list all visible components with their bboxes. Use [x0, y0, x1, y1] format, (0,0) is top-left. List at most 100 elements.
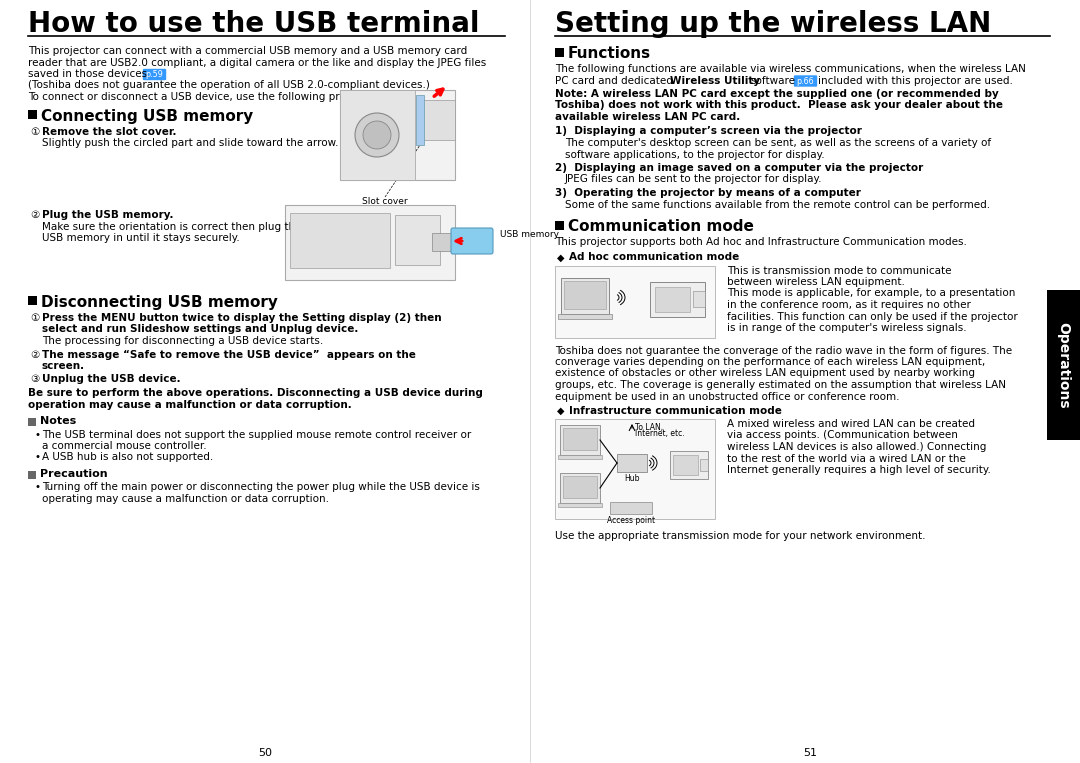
Text: •: •: [33, 430, 40, 439]
Bar: [28, 110, 37, 119]
Bar: [563, 428, 597, 450]
Bar: [555, 48, 564, 57]
Text: Internet, etc.: Internet, etc.: [635, 429, 685, 438]
Bar: [650, 282, 705, 317]
Bar: [432, 233, 453, 251]
Text: p.66: p.66: [796, 76, 814, 85]
Text: Remove the slot cover.: Remove the slot cover.: [42, 127, 176, 137]
Bar: [610, 502, 652, 514]
Text: To connect or disconnect a USB device, use the following procedure:: To connect or disconnect a USB device, u…: [28, 92, 386, 102]
Text: 1)  Displaying a computer’s screen via the projector: 1) Displaying a computer’s screen via th…: [555, 127, 862, 137]
Bar: [561, 473, 600, 503]
Text: Make sure the orientation is correct then plug the: Make sure the orientation is correct the…: [42, 221, 301, 231]
Text: 50: 50: [258, 748, 272, 758]
Text: ②: ②: [30, 210, 39, 220]
Bar: [693, 291, 705, 307]
Text: USB memory in until it stays securely.: USB memory in until it stays securely.: [42, 233, 240, 243]
Text: Precaution: Precaution: [40, 469, 108, 479]
Bar: [558, 503, 602, 507]
Text: Unplug the USB device.: Unplug the USB device.: [42, 375, 180, 385]
Text: •: •: [33, 482, 40, 492]
Text: p.59: p.59: [145, 70, 163, 79]
Bar: [670, 451, 708, 479]
Text: The processing for disconnecting a USB device starts.: The processing for disconnecting a USB d…: [42, 336, 323, 346]
Text: Turning off the main power or disconnecting the power plug while the USB device : Turning off the main power or disconnect…: [42, 482, 480, 492]
Text: JPEG files can be sent to the projector for display.: JPEG files can be sent to the projector …: [565, 175, 823, 185]
Text: groups, etc. The coverage is generally estimated on the assumption that wireless: groups, etc. The coverage is generally e…: [555, 380, 1005, 390]
Bar: [28, 418, 36, 426]
Bar: [340, 90, 455, 180]
Text: Functions: Functions: [568, 46, 651, 61]
Bar: [654, 286, 690, 311]
Text: converage varies depending on the performance of each wireless LAN equipment,: converage varies depending on the perfor…: [555, 357, 985, 367]
Text: screen.: screen.: [42, 361, 85, 371]
Text: Use the appropriate transmission mode for your network environment.: Use the appropriate transmission mode fo…: [555, 531, 926, 541]
Bar: [561, 278, 609, 314]
Text: Note: A wireless LAN PC card except the supplied one (or recommended by: Note: A wireless LAN PC card except the …: [555, 89, 999, 99]
Text: ①: ①: [30, 313, 39, 323]
Text: 2)  Displaying an image saved on a computer via the projector: 2) Displaying an image saved on a comput…: [555, 163, 923, 173]
Bar: [700, 459, 708, 471]
Text: This is transmission mode to communicate: This is transmission mode to communicate: [727, 266, 951, 275]
Text: Press the MENU button twice to display the Setting display (2) then: Press the MENU button twice to display t…: [42, 313, 442, 323]
Text: Toshiba does not guarantee the converage of the radio wave in the form of figure: Toshiba does not guarantee the converage…: [555, 346, 1012, 356]
Bar: [673, 455, 698, 475]
Text: Operations: Operations: [1056, 322, 1070, 408]
Text: Slot cover: Slot cover: [362, 197, 408, 206]
Text: Slightly push the circled part and slide toward the arrow.: Slightly push the circled part and slide…: [42, 139, 338, 149]
Text: between wireless LAN equipment.: between wireless LAN equipment.: [727, 277, 905, 287]
Bar: [563, 476, 597, 498]
Text: existence of obstacles or other wireless LAN equipment used by nearby working: existence of obstacles or other wireless…: [555, 369, 975, 378]
Text: (Toshiba does not guarantee the operation of all USB 2.0-compliant devices.): (Toshiba does not guarantee the operatio…: [28, 81, 430, 91]
Text: in the conference room, as it requires no other: in the conference room, as it requires n…: [727, 300, 971, 310]
Text: operating may cause a malfunction or data corruption.: operating may cause a malfunction or dat…: [42, 494, 329, 504]
Text: This projector supports both Ad hoc and Infrastructure Communication modes.: This projector supports both Ad hoc and …: [555, 237, 967, 247]
Text: ①: ①: [30, 127, 39, 137]
Text: software applications, to the projector for display.: software applications, to the projector …: [565, 150, 825, 159]
Text: available wireless LAN PC card.: available wireless LAN PC card.: [555, 112, 740, 122]
Text: This projector can connect with a commercial USB memory and a USB memory card: This projector can connect with a commer…: [28, 46, 468, 56]
Text: ②: ②: [30, 349, 39, 359]
Text: Some of the same functions available from the remote control can be performed.: Some of the same functions available fro…: [565, 199, 990, 210]
Bar: [558, 314, 612, 318]
Text: Hub: Hub: [624, 474, 639, 483]
Text: Toshiba) does not work with this product.  Please ask your dealer about the: Toshiba) does not work with this product…: [555, 101, 1003, 111]
Text: 51: 51: [804, 748, 816, 758]
Bar: [420, 100, 455, 140]
Text: saved in those devices.: saved in those devices.: [28, 69, 150, 79]
Text: •: •: [33, 452, 40, 462]
Bar: [558, 455, 602, 459]
Text: 3)  Operating the projector by means of a computer: 3) Operating the projector by means of a…: [555, 188, 861, 198]
Text: ③: ③: [30, 375, 39, 385]
Text: Infrastructure communication mode: Infrastructure communication mode: [569, 406, 782, 416]
Text: Setting up the wireless LAN: Setting up the wireless LAN: [555, 10, 991, 38]
Text: included with this projector are used.: included with this projector are used.: [818, 76, 1013, 85]
Bar: [291, 213, 390, 268]
Text: select and run Slideshow settings and Unplug device.: select and run Slideshow settings and Un…: [42, 324, 359, 334]
Text: Plug the USB memory.: Plug the USB memory.: [42, 210, 174, 220]
Bar: [555, 221, 564, 230]
Text: A USB hub is also not supported.: A USB hub is also not supported.: [42, 452, 213, 462]
Text: Connecting USB memory: Connecting USB memory: [41, 109, 253, 124]
Text: The computer's desktop screen can be sent, as well as the screens of a variety o: The computer's desktop screen can be sen…: [565, 138, 991, 148]
Text: Access point: Access point: [607, 516, 656, 525]
Bar: [561, 425, 600, 455]
Text: A mixed wireless and wired LAN can be created: A mixed wireless and wired LAN can be cr…: [727, 419, 975, 429]
Bar: [564, 281, 606, 308]
Bar: [285, 205, 455, 280]
Text: PC card and dedicated: PC card and dedicated: [555, 76, 676, 85]
Text: to the rest of the world via a wired LAN or the: to the rest of the world via a wired LAN…: [727, 453, 966, 463]
Bar: [1047, 290, 1080, 440]
Bar: [395, 215, 440, 265]
Text: ◆: ◆: [557, 406, 565, 416]
Bar: [28, 471, 36, 479]
Text: ◆: ◆: [557, 253, 565, 262]
Text: This mode is applicable, for example, to a presentation: This mode is applicable, for example, to…: [727, 288, 1015, 298]
Text: wireless LAN devices is also allowed.) Connecting: wireless LAN devices is also allowed.) C…: [727, 442, 986, 452]
Text: software: software: [750, 76, 795, 85]
Text: facilities. This function can only be used if the projector: facilities. This function can only be us…: [727, 311, 1017, 321]
Text: How to use the USB terminal: How to use the USB terminal: [28, 10, 480, 38]
Text: The message “Safe to remove the USB device”  appears on the: The message “Safe to remove the USB devi…: [42, 349, 416, 359]
Bar: [416, 95, 424, 145]
Text: USB memory: USB memory: [500, 230, 559, 239]
